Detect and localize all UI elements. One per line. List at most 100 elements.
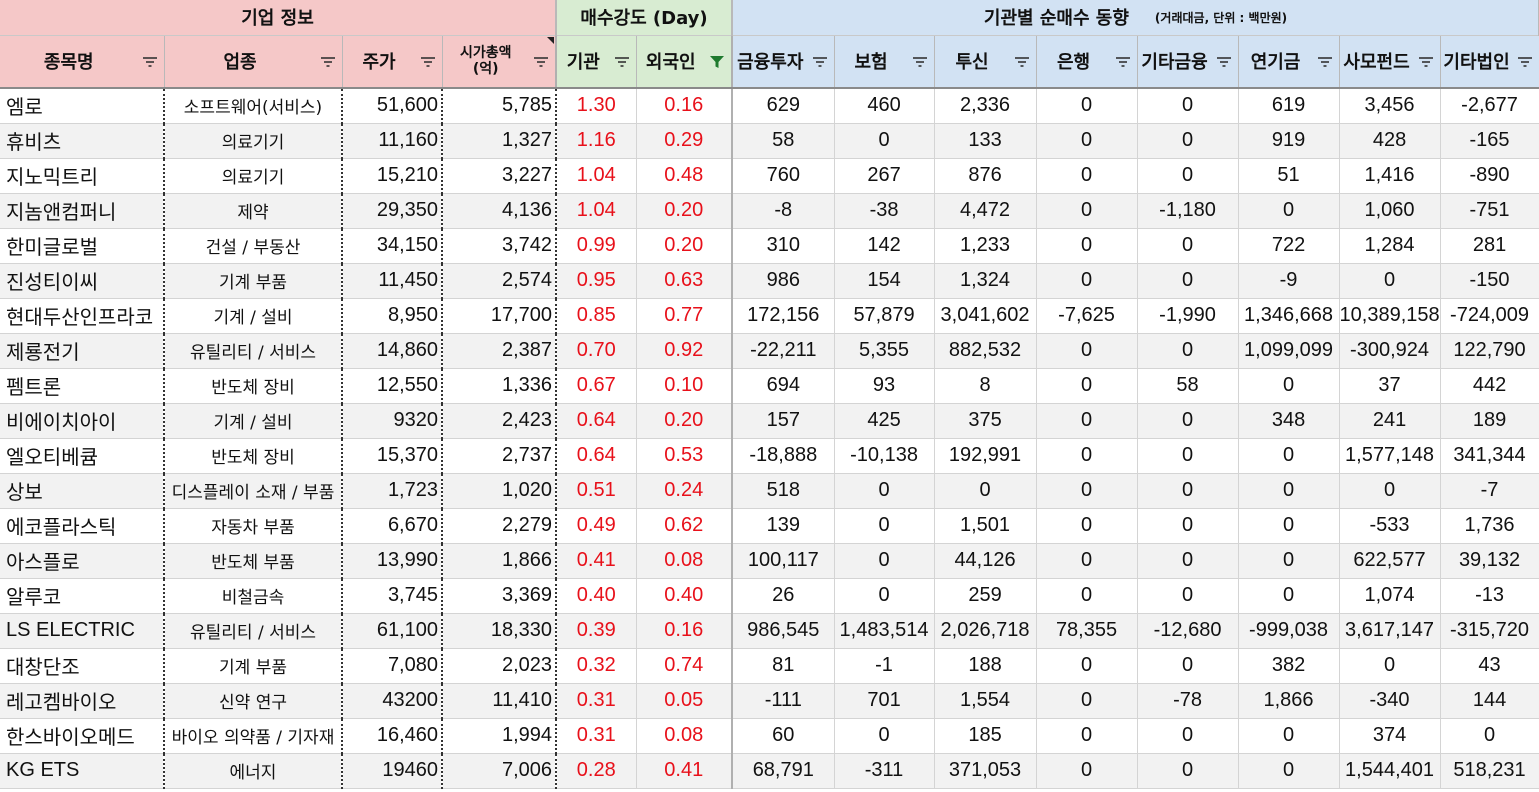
cell-name[interactable]: 에코플라스틱 [0,508,165,544]
cell-insurance[interactable]: 0 [834,123,935,159]
cell-insurance[interactable]: 425 [834,403,935,439]
cell-trust[interactable]: 259 [934,578,1037,614]
table-row[interactable]: KG ETS 에너지 19460 7,006 0.28 0.41 68,791 -311 371… [0,753,1539,789]
cell-foreign-strength[interactable]: 0.08 [636,718,734,754]
cell-name[interactable]: LS ELECTRIC [0,613,165,649]
cell-other-corp[interactable]: 39,132 [1440,543,1539,579]
cell-name[interactable]: 엘오티베큠 [0,438,165,474]
cell-foreign-strength[interactable]: 0.41 [636,753,734,789]
cell-other-corp[interactable]: -2,677 [1440,88,1539,124]
table-row[interactable]: 진성티이씨 기계 부품 11,450 2,574 0.95 0.63 986 154 1,324… [0,263,1539,299]
cell-insurance[interactable]: 0 [834,578,935,614]
cell-pension[interactable]: 0 [1238,438,1340,474]
cell-trust[interactable]: 1,501 [934,508,1037,544]
table-row[interactable]: 한스바이오메드 바이오 의약품 / 기자재 16,460 1,994 0.31 0.08 6… [0,718,1539,754]
filter-dropdown-icon[interactable] [612,51,632,71]
cell-price[interactable]: 11,160 [342,123,443,159]
cell-inst-strength[interactable]: 0.41 [556,543,637,579]
cell-other-corp[interactable]: -315,720 [1440,613,1539,649]
cell-price[interactable]: 9320 [342,403,443,439]
cell-private-fund[interactable]: 0 [1339,263,1441,299]
cell-other-corp[interactable]: 122,790 [1440,333,1539,369]
cell-bank[interactable]: 0 [1036,753,1138,789]
filter-active-icon[interactable] [707,51,727,71]
cell-other-fin[interactable]: -12,680 [1137,613,1239,649]
table-row[interactable]: 제룡전기 유틸리티 / 서비스 14,860 2,387 0.70 0.92 -22,211… [0,333,1539,369]
cell-name[interactable]: 한스바이오메드 [0,718,165,754]
cell-other-corp[interactable]: -751 [1440,193,1539,229]
cell-foreign-strength[interactable]: 0.16 [636,88,734,124]
cell-foreign-strength[interactable]: 0.63 [636,263,734,299]
table-row[interactable]: 지놈앤컴퍼니 제약 29,350 4,136 1.04 0.20 -8 -38 4,472 0 -1… [0,193,1539,229]
cell-trust[interactable]: 8 [934,368,1037,404]
cell-marketcap[interactable]: 5,785 [442,88,558,124]
filter-dropdown-icon[interactable] [418,51,438,71]
cell-private-fund[interactable]: 10,389,158 [1339,298,1441,334]
cell-sector[interactable]: 기계 부품 [164,263,343,299]
cell-marketcap[interactable]: 3,742 [442,228,558,264]
cell-trust[interactable]: 192,991 [934,438,1037,474]
cell-price[interactable]: 12,550 [342,368,443,404]
cell-name[interactable]: 펨트론 [0,368,165,404]
cell-foreign-strength[interactable]: 0.08 [636,543,734,579]
cell-price[interactable]: 61,100 [342,613,443,649]
cell-inst-strength[interactable]: 0.95 [556,263,637,299]
cell-foreign-strength[interactable]: 0.20 [636,228,734,264]
cell-other-fin[interactable]: 0 [1137,123,1239,159]
cell-bank[interactable]: 0 [1036,543,1138,579]
cell-pension[interactable]: 0 [1238,578,1340,614]
cell-inst-strength[interactable]: 1.04 [556,158,637,194]
cell-marketcap[interactable]: 7,006 [442,753,558,789]
filter-dropdown-icon[interactable] [318,51,338,71]
cell-foreign-strength[interactable]: 0.10 [636,368,734,404]
cell-name[interactable]: 상보 [0,473,165,509]
cell-other-corp[interactable]: 1,736 [1440,508,1539,544]
cell-other-corp[interactable]: -890 [1440,158,1539,194]
cell-other-fin[interactable]: -1,990 [1137,298,1239,334]
cell-other-fin[interactable]: 0 [1137,158,1239,194]
table-row[interactable]: 대창단조 기계 부품 7,080 2,023 0.32 0.74 81 -1 188 0 0 382 0… [0,648,1539,684]
cell-pension[interactable]: 348 [1238,403,1340,439]
filter-dropdown-icon[interactable] [1012,51,1032,71]
cell-sector[interactable]: 의료기기 [164,158,343,194]
cell-fin-invest[interactable]: 694 [732,368,835,404]
cell-pension[interactable]: 0 [1238,718,1340,754]
cell-other-corp[interactable]: -7 [1440,473,1539,509]
cell-price[interactable]: 13,990 [342,543,443,579]
cell-fin-invest[interactable]: 518 [732,473,835,509]
cell-sector[interactable]: 제약 [164,193,343,229]
cell-pension[interactable]: 0 [1238,753,1340,789]
cell-private-fund[interactable]: 1,416 [1339,158,1441,194]
cell-price[interactable]: 11,450 [342,263,443,299]
cell-inst-strength[interactable]: 0.51 [556,473,637,509]
cell-private-fund[interactable]: 428 [1339,123,1441,159]
cell-marketcap[interactable]: 18,330 [442,613,558,649]
cell-insurance[interactable]: 267 [834,158,935,194]
cell-pension[interactable]: 1,346,668 [1238,298,1340,334]
table-row[interactable]: 알루코 비철금속 3,745 3,369 0.40 0.40 26 0 259 0 0 0 1,074-… [0,578,1539,614]
cell-marketcap[interactable]: 2,737 [442,438,558,474]
cell-fin-invest[interactable]: 139 [732,508,835,544]
cell-foreign-strength[interactable]: 0.62 [636,508,734,544]
cell-bank[interactable]: 0 [1036,473,1138,509]
cell-pension[interactable]: 0 [1238,473,1340,509]
cell-sector[interactable]: 건설 / 부동산 [164,228,343,264]
cell-bank[interactable]: 0 [1036,333,1138,369]
cell-other-fin[interactable]: 0 [1137,263,1239,299]
cell-pension[interactable]: 919 [1238,123,1340,159]
cell-private-fund[interactable]: 241 [1339,403,1441,439]
cell-pension[interactable]: 0 [1238,508,1340,544]
cell-trust[interactable]: 2,026,718 [934,613,1037,649]
cell-fin-invest[interactable]: 172,156 [732,298,835,334]
cell-insurance[interactable]: 154 [834,263,935,299]
cell-trust[interactable]: 3,041,602 [934,298,1037,334]
cell-price[interactable]: 1,723 [342,473,443,509]
cell-private-fund[interactable]: 3,456 [1339,88,1441,124]
cell-bank[interactable]: 0 [1036,193,1138,229]
cell-fin-invest[interactable]: -111 [732,683,835,719]
cell-marketcap[interactable]: 1,336 [442,368,558,404]
table-row[interactable]: 레고켐바이오 신약 연구 43200 11,410 0.31 0.05 -111 701 1,5… [0,683,1539,719]
cell-name[interactable]: 지노믹트리 [0,158,165,194]
cell-pension[interactable]: 1,866 [1238,683,1340,719]
cell-name[interactable]: 제룡전기 [0,333,165,369]
